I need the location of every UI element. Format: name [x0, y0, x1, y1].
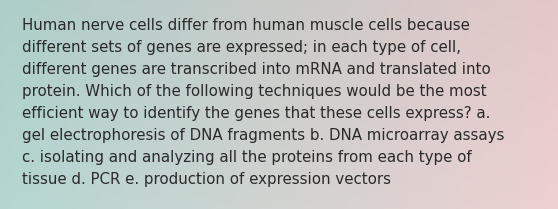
- Text: efficient way to identify the genes that these cells express? a.: efficient way to identify the genes that…: [22, 106, 490, 121]
- Text: protein. Which of the following techniques would be the most: protein. Which of the following techniqu…: [22, 84, 487, 99]
- Text: tissue d. PCR e. production of expression vectors: tissue d. PCR e. production of expressio…: [22, 172, 391, 187]
- Text: c. isolating and analyzing all the proteins from each type of: c. isolating and analyzing all the prote…: [22, 150, 472, 165]
- Text: Human nerve cells differ from human muscle cells because: Human nerve cells differ from human musc…: [22, 18, 470, 33]
- Text: different genes are transcribed into mRNA and translated into: different genes are transcribed into mRN…: [22, 62, 490, 77]
- Text: gel electrophoresis of DNA fragments b. DNA microarray assays: gel electrophoresis of DNA fragments b. …: [22, 128, 504, 143]
- Text: different sets of genes are expressed; in each type of cell,: different sets of genes are expressed; i…: [22, 40, 461, 55]
